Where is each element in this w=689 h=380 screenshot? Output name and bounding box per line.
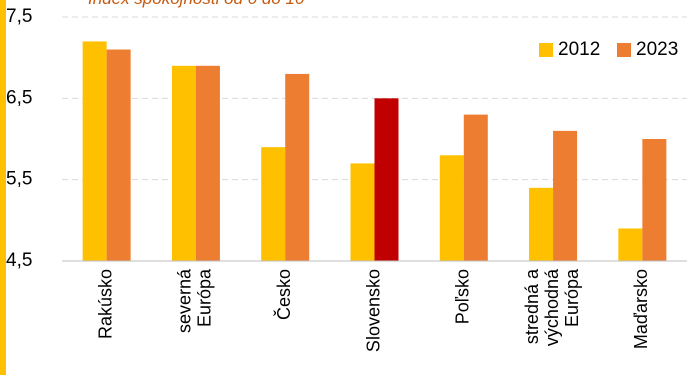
x-tick-label: východná [542,268,562,346]
x-tick-label-group: Poľsko [453,269,473,324]
x-tick-label-group: Slovensko [363,269,383,352]
bar-2012 [618,228,643,261]
x-tick-label-group: Rakúsko [95,269,115,339]
bar-2012 [350,163,375,261]
y-tick-label: 5,5 [6,169,32,190]
bar-2012 [171,65,196,261]
legend: 2012 2023 [539,39,678,60]
x-tick-label: stredná a [522,268,542,344]
legend-swatch [617,43,631,57]
x-tick-label-group: Maďarsko [631,269,651,349]
bar-2012 [261,147,286,261]
x-tick-label: Rakúsko [95,269,115,339]
bar-2023 [553,130,578,261]
x-tick-label-group: severná Európa [175,268,215,333]
legend-label: 2012 [558,39,600,60]
bar-2023 [195,65,220,261]
bar-2023 [374,98,399,261]
bar-2012 [529,187,554,261]
x-tick-label: Maďarsko [631,269,651,349]
x-tick-label: severná [175,268,195,333]
x-tick-label: Česko [273,269,294,320]
bar-2012 [439,155,464,261]
x-tick-label-group: stredná a východná Európa [522,268,582,346]
bar-2023 [642,139,667,261]
x-tick-label-group: Česko [273,269,294,320]
bar-2023 [106,49,131,262]
bar-2023 [285,73,310,261]
y-tick-label: 7,5 [6,6,32,27]
legend-label: 2023 [636,39,678,60]
y-tick-label: 6,5 [6,87,32,108]
left-accent-bar [0,0,6,375]
x-axis-labels: Rakúsko severná Európa Česko Slovensko Poľsko… [95,268,651,352]
x-tick-label: Poľsko [453,269,473,324]
legend-swatch [539,43,553,57]
y-axis-ticks: 4,5 5,5 6,5 7,5 [6,6,32,271]
bar-2023 [463,114,488,261]
x-tick-label: Európa [562,268,582,327]
bar-2012 [82,41,107,262]
x-tick-label: Slovensko [363,269,383,352]
y-tick-label: 4,5 [6,250,32,271]
x-tick-label: Európa [195,268,215,327]
bars [82,41,667,262]
chart-title: Index spokojnosti od 0 do 10 [88,0,305,8]
